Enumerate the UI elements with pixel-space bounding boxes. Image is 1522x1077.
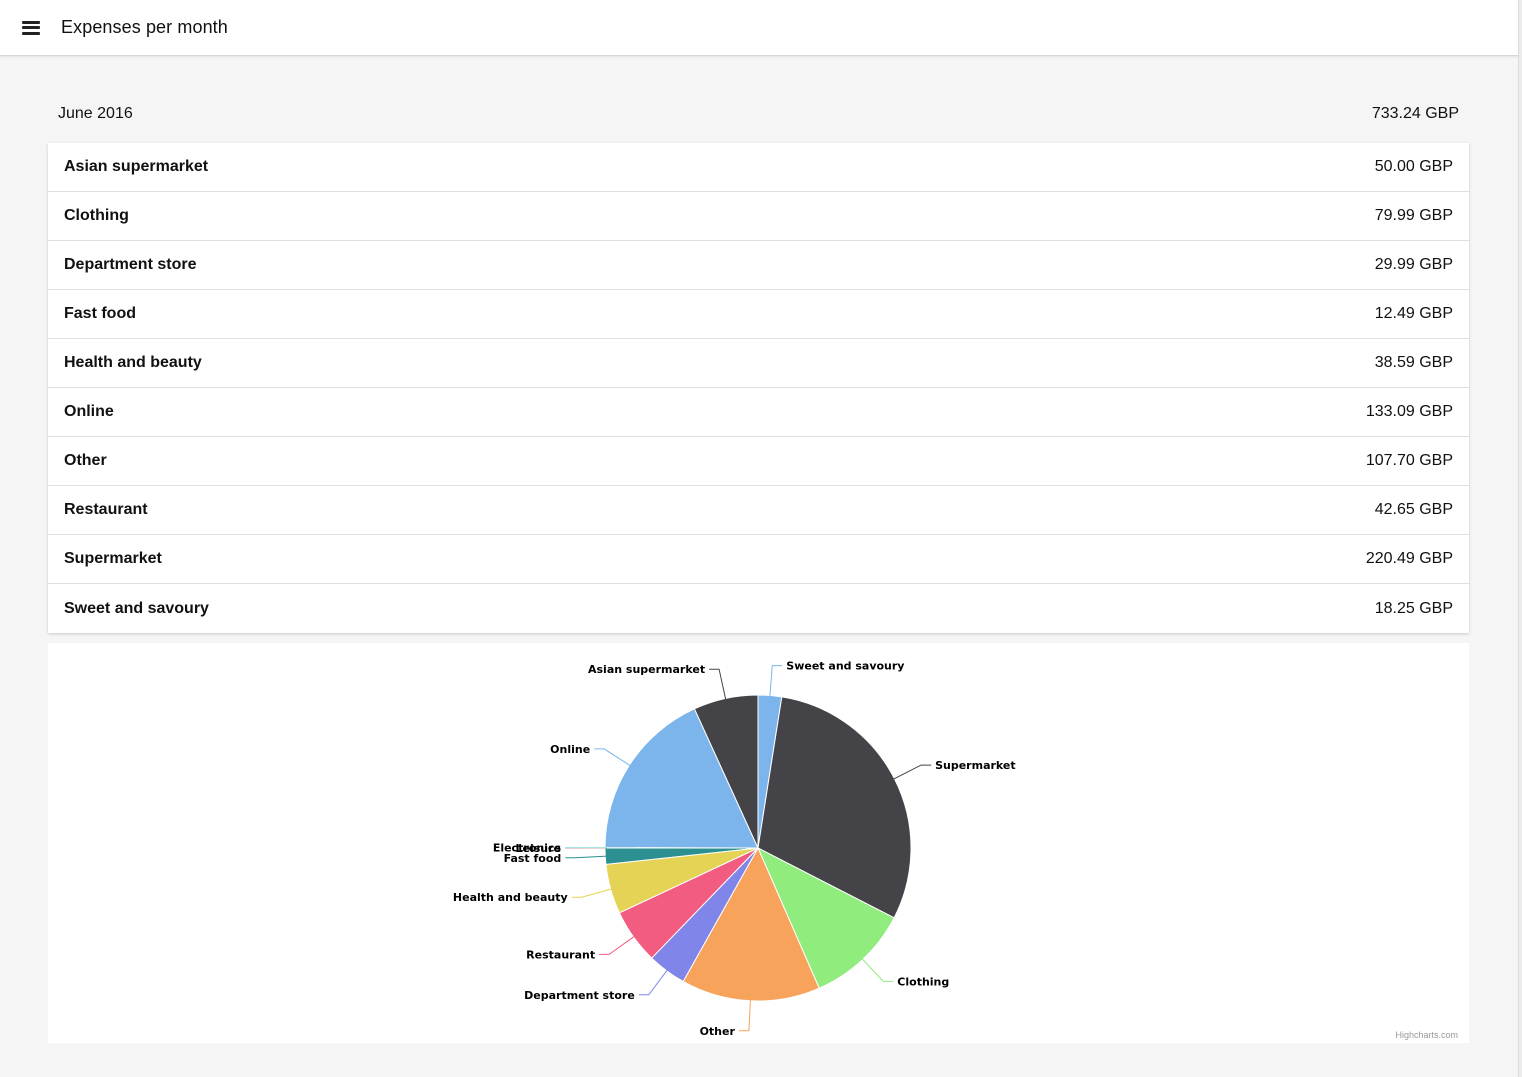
pie-label-health-and-beauty: Health and beauty (453, 891, 568, 904)
pie-connector-health-and-beauty (571, 888, 613, 898)
expense-amount: 18.25 GBP (1374, 599, 1453, 617)
pie-label-department-store: Department store (524, 989, 635, 1002)
pie-connector-clothing (861, 957, 894, 982)
expense-row[interactable]: Other 107.70 GBP (48, 437, 1469, 486)
expense-amount: 50.00 GBP (1374, 158, 1453, 175)
highcharts-credit-link[interactable]: Highcharts.com (1395, 1030, 1458, 1040)
expense-category: Fast food (64, 305, 136, 322)
pie-label-asian-supermarket: Asian supermarket (588, 663, 705, 676)
pie-label-clothing: Clothing (897, 975, 949, 988)
expense-category: Other (64, 452, 107, 469)
expense-amount: 42.65 GBP (1374, 501, 1453, 518)
expense-row[interactable]: Asian supermarket 50.00 GBP (48, 143, 1469, 192)
pie-label-supermarket: Supermarket (935, 759, 1016, 772)
expense-list: Asian supermarket 50.00 GBP Clothing 79.… (48, 143, 1469, 633)
pie-connector-other (738, 998, 751, 1032)
month-summary: June 2016 733.24 GBP (48, 94, 1469, 134)
pie-label-restaurant: Restaurant (526, 948, 595, 961)
page-title: Expenses per month (61, 17, 228, 37)
expense-row[interactable]: Clothing 79.99 GBP (48, 192, 1469, 241)
pie-connector-restaurant (599, 935, 636, 955)
expense-category: Clothing (64, 207, 129, 224)
pie-connector-department-store (638, 968, 669, 996)
expense-amount: 79.99 GBP (1374, 207, 1453, 224)
expense-category: Health and beauty (64, 354, 202, 371)
pie-label-online: Online (550, 743, 590, 756)
pie-connector-sweet-and-savoury (769, 665, 783, 698)
pie-connector-fast-food (565, 855, 608, 859)
pie-label-fast-food: Fast food (504, 852, 562, 865)
expense-row[interactable]: Restaurant 42.65 GBP (48, 486, 1469, 535)
pie-label-leisure: Leisure (515, 842, 561, 855)
expense-amount: 107.70 GBP (1365, 452, 1453, 469)
expense-amount: 133.09 GBP (1365, 403, 1453, 420)
expense-amount: 29.99 GBP (1374, 256, 1453, 273)
pie-label-other: Other (700, 1025, 736, 1038)
expense-row[interactable]: Online 133.09 GBP (48, 388, 1469, 437)
expense-row[interactable]: Health and beauty 38.59 GBP (48, 339, 1469, 388)
app-bar: Expenses per month (0, 0, 1518, 56)
expense-category: Sweet and savoury (64, 599, 209, 617)
pie-connector-supermarket (892, 764, 932, 781)
expense-category: Asian supermarket (64, 158, 209, 175)
expense-row[interactable]: Department store 29.99 GBP (48, 241, 1469, 290)
pie-label-electronics: Electronics (493, 842, 562, 855)
expense-amount: 12.49 GBP (1374, 305, 1453, 322)
expense-category: Restaurant (64, 501, 148, 518)
expense-row[interactable]: Supermarket 220.49 GBP (48, 535, 1469, 584)
summary-month: June 2016 (58, 105, 133, 122)
expense-category: Department store (64, 256, 197, 273)
pie-connector-online (594, 748, 632, 767)
summary-total: 733.24 GBP (1371, 105, 1459, 122)
expense-amount: 38.59 GBP (1374, 354, 1453, 371)
scrollbar-track[interactable] (1518, 0, 1522, 1077)
pie-label-sweet-and-savoury: Sweet and savoury (786, 660, 904, 673)
expense-category: Online (64, 403, 114, 420)
pie-connector-asian-supermarket (709, 668, 727, 701)
hamburger-menu-icon[interactable] (22, 20, 40, 35)
expense-category: Supermarket (64, 550, 162, 567)
pie-chart: Sweet and savoury Supermarket Clothing Othe… (453, 660, 1016, 1038)
expense-row[interactable]: Sweet and savoury 18.25 GBP (48, 584, 1469, 633)
pie-chart-card: Sweet and savoury Supermarket Clothing Othe… (48, 643, 1469, 1043)
expense-amount: 220.49 GBP (1365, 550, 1453, 567)
expense-row[interactable]: Fast food 12.49 GBP (48, 290, 1469, 339)
